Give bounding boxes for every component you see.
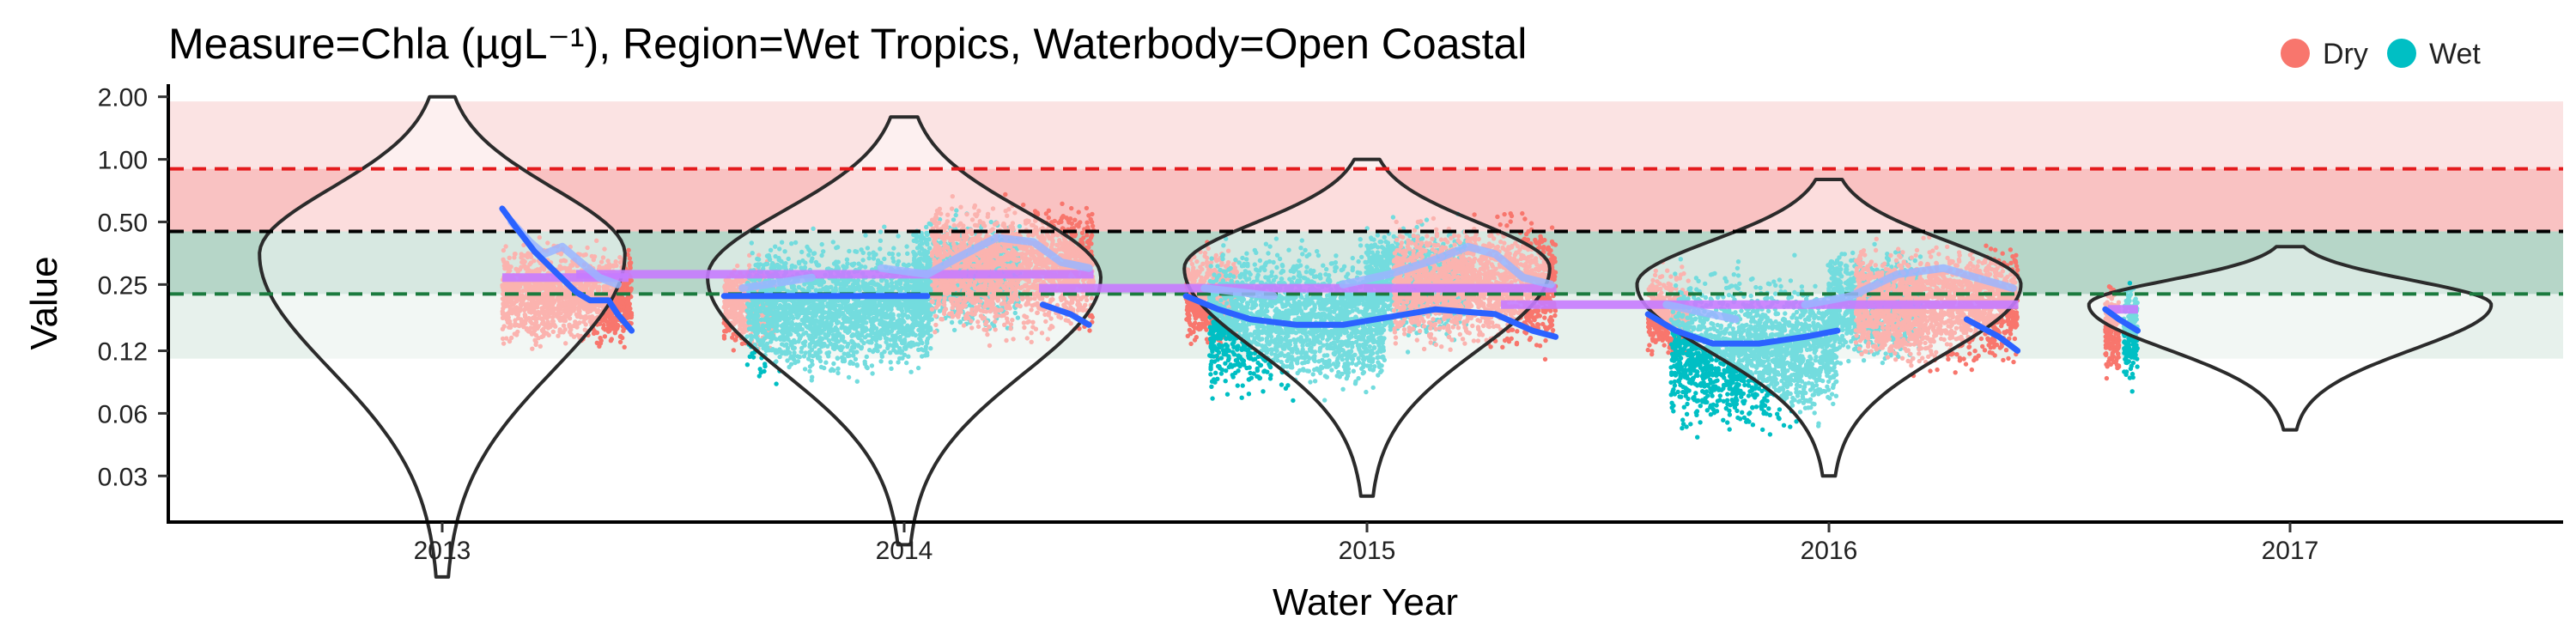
data-point [756, 374, 762, 379]
data-point [500, 336, 506, 342]
data-point [618, 333, 623, 339]
data-point [615, 325, 620, 331]
data-point [744, 362, 750, 368]
data-point [726, 327, 732, 333]
plot-area [170, 94, 2563, 579]
data-point [598, 335, 603, 341]
data-point [594, 330, 600, 336]
data-point [617, 339, 623, 345]
threshold-band-0 [170, 101, 2563, 169]
data-point [629, 311, 635, 316]
data-point [610, 318, 615, 323]
data-point [605, 319, 611, 325]
data-point [625, 252, 630, 258]
data-point [612, 331, 617, 336]
data-point [621, 328, 626, 333]
threshold-band-1 [170, 168, 2563, 232]
data-point [602, 334, 608, 339]
data-point [611, 326, 616, 331]
data-point [619, 300, 625, 306]
data-point [519, 264, 524, 270]
data-point [625, 297, 631, 302]
data-point [605, 311, 611, 317]
data-point [545, 240, 550, 246]
data-point [624, 307, 630, 312]
data-point [622, 344, 627, 349]
data-point [747, 354, 752, 359]
data-point [507, 338, 513, 344]
data-point [774, 381, 779, 386]
chart-title: Measure=Chla (µgL⁻¹), Region=Wet Tropics… [168, 20, 1527, 68]
data-point [504, 336, 509, 341]
data-point [721, 336, 727, 341]
data-point [762, 361, 768, 367]
data-point [722, 329, 727, 334]
data-point [627, 260, 632, 266]
data-point [603, 327, 608, 332]
data-point [608, 338, 614, 343]
data-point [731, 348, 736, 353]
data-point [598, 341, 604, 346]
data-point [626, 247, 631, 252]
data-point [627, 256, 633, 261]
data-point [733, 337, 738, 343]
